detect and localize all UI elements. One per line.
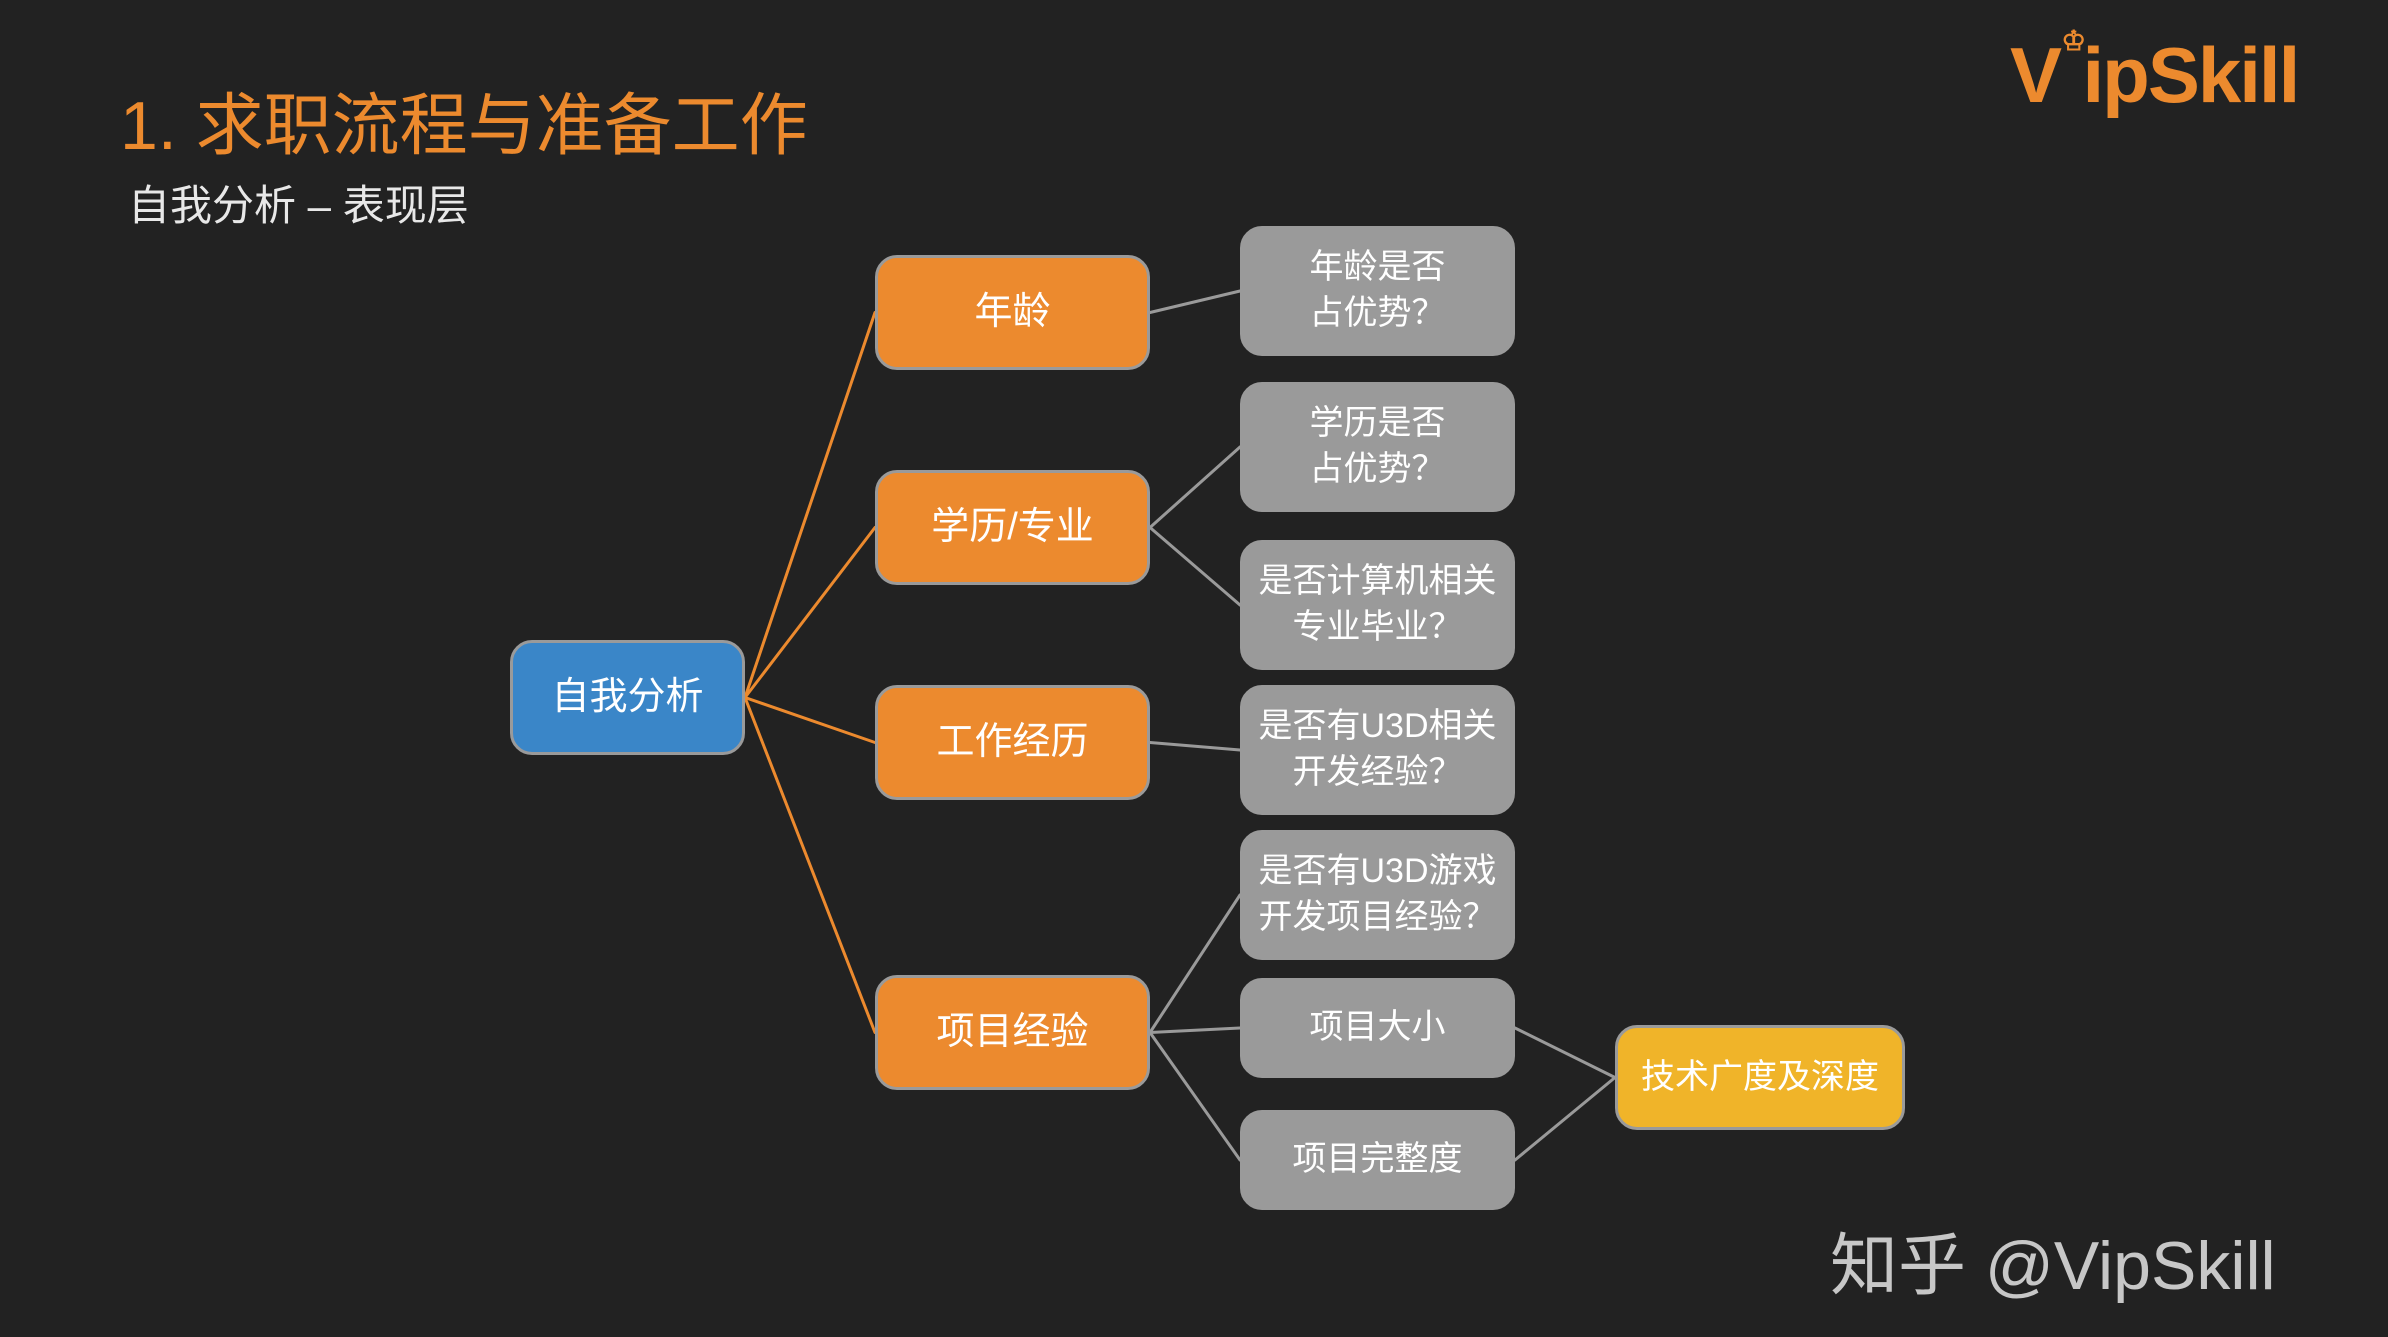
node-proj_q1: 是否有U3D游戏 开发项目经验？ xyxy=(1240,830,1515,960)
slide-stage: 1. 求职流程与准备工作 自我分析 – 表现层 V♔ipSkill 自我分析 年龄… xyxy=(0,0,2388,1337)
node-edu_q2: 是否计算机相关 专业毕业？ xyxy=(1240,540,1515,670)
brand-logo: V♔ipSkill xyxy=(2010,30,2298,121)
node-age: 年龄 xyxy=(875,255,1150,370)
node-work: 工作经历 xyxy=(875,685,1150,800)
logo-letter-v: V xyxy=(2010,30,2060,121)
node-proj_q3: 项目完整度 xyxy=(1240,1110,1515,1210)
node-tech: 技术广度及深度 xyxy=(1615,1025,1905,1130)
node-edu: 学历/专业 xyxy=(875,470,1150,585)
node-proj: 项目经验 xyxy=(875,975,1150,1090)
node-proj_q2: 项目大小 xyxy=(1240,978,1515,1078)
node-edu_q1: 学历是否 占优势？ xyxy=(1240,382,1515,512)
watermark-text: 知乎 @VipSkill xyxy=(1830,1210,2276,1309)
node-age_q: 年龄是否 占优势？ xyxy=(1240,226,1515,356)
slide-title: 1. 求职流程与准备工作 xyxy=(120,70,808,169)
node-work_q: 是否有U3D相关 开发经验？ xyxy=(1240,685,1515,815)
node-root: 自我分析 xyxy=(510,640,745,755)
logo-text-ip: ip xyxy=(2083,31,2148,119)
logo-text-skill: Skill xyxy=(2148,31,2298,119)
slide-subtitle: 自我分析 – 表现层 xyxy=(128,172,469,233)
crown-icon: ♔ xyxy=(2061,25,2083,56)
